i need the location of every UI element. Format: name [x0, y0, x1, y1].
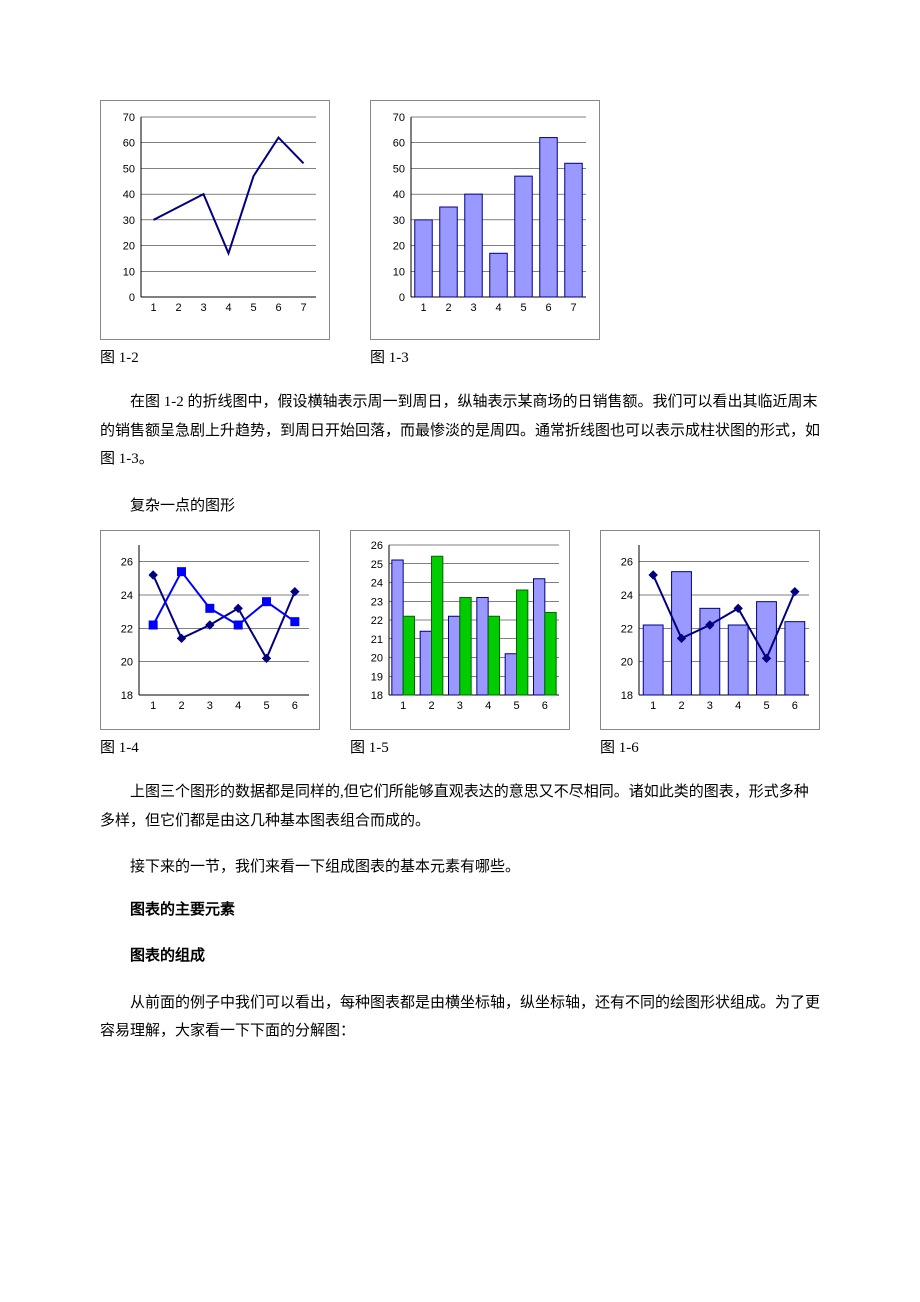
svg-text:6: 6	[275, 302, 281, 314]
svg-text:22: 22	[371, 615, 383, 627]
svg-text:24: 24	[121, 590, 133, 602]
chart-1-4-box: 18 20 22 24 26 1 2 3 4 5 6 图 1-4	[100, 530, 320, 760]
chart-1-5-frame: 181920212223242526123456	[350, 530, 570, 730]
svg-text:20: 20	[393, 241, 405, 253]
svg-text:2: 2	[178, 700, 184, 712]
svg-text:4: 4	[225, 302, 231, 314]
svg-text:3: 3	[207, 700, 213, 712]
svg-text:7: 7	[300, 302, 306, 314]
svg-text:21: 21	[371, 634, 383, 646]
chart-1-5-box: 181920212223242526123456 图 1-5	[350, 530, 570, 760]
chart-1-6-box: 18 20 22 24 26 1 2 3 4 5 6 图 1-6	[600, 530, 820, 760]
svg-text:4: 4	[235, 700, 241, 712]
paragraph-5: 从前面的例子中我们可以看出，每种图表都是由横坐标轴，纵坐标轴，还有不同的绘图形状…	[100, 989, 820, 1046]
svg-text:3: 3	[470, 302, 476, 314]
svg-text:5: 5	[763, 700, 769, 712]
svg-text:4: 4	[495, 302, 501, 314]
svg-text:10: 10	[123, 266, 135, 278]
svg-text:20: 20	[121, 657, 133, 669]
caption-1-5: 图 1-5	[350, 736, 570, 760]
svg-text:40: 40	[393, 189, 405, 201]
svg-text:5: 5	[513, 700, 519, 712]
svg-text:20: 20	[621, 657, 633, 669]
svg-text:60: 60	[123, 138, 135, 150]
svg-text:70: 70	[123, 112, 135, 124]
svg-text:5: 5	[263, 700, 269, 712]
svg-text:22: 22	[121, 623, 133, 635]
svg-text:19: 19	[371, 671, 383, 683]
svg-text:2: 2	[445, 302, 451, 314]
svg-text:1: 1	[150, 302, 156, 314]
heading-2: 图表的组成	[100, 942, 820, 971]
svg-text:40: 40	[123, 189, 135, 201]
svg-text:6: 6	[542, 700, 548, 712]
svg-text:70: 70	[393, 112, 405, 124]
svg-text:6: 6	[545, 302, 551, 314]
svg-text:6: 6	[792, 700, 798, 712]
svg-text:10: 10	[393, 266, 405, 278]
document-page: 0102030405060701234567 图 1-2 01020304050…	[0, 0, 920, 1302]
chart-1-3-box: 0 10 20 30 40 50 60 70 1 2 3 4 5 6 7 图 1-3	[370, 100, 600, 370]
caption-1-6: 图 1-6	[600, 736, 820, 760]
svg-text:24: 24	[621, 590, 633, 602]
svg-text:2: 2	[678, 700, 684, 712]
svg-text:1: 1	[420, 302, 426, 314]
caption-1-2: 图 1-2	[100, 346, 330, 370]
charts-row-top: 0102030405060701234567 图 1-2 01020304050…	[100, 100, 820, 370]
svg-text:18: 18	[121, 690, 133, 702]
charts-row-bottom: 1820222426123456 图 1-4 18192021222324252…	[100, 530, 820, 760]
heading-1: 图表的主要元素	[100, 896, 820, 925]
paragraph-1: 在图 1-2 的折线图中，假设横轴表示周一到周日，纵轴表示某商场的日销售额。我们…	[100, 388, 820, 474]
svg-text:23: 23	[371, 596, 383, 608]
svg-text:60: 60	[393, 138, 405, 150]
svg-text:3: 3	[707, 700, 713, 712]
svg-text:2: 2	[428, 700, 434, 712]
paragraph-3: 上图三个图形的数据都是同样的,但它们所能够直观表达的意思又不尽相同。诸如此类的图…	[100, 778, 820, 835]
chart-1-2-box: 0 10 20 30 40 50 60 70 1 2 3 4 5 6 7 图 1-2	[100, 100, 330, 370]
chart-1-4-frame: 18 20 22 24 26 1 2 3 4 5 6	[100, 530, 320, 730]
svg-text:30: 30	[393, 215, 405, 227]
chart-1-6-frame: 18 20 22 24 26 1 2 3 4 5 6	[600, 530, 820, 730]
chart-1-3-frame: 0 10 20 30 40 50 60 70 1 2 3 4 5 6 7	[370, 100, 600, 340]
svg-text:26: 26	[371, 540, 383, 552]
svg-text:50: 50	[123, 163, 135, 175]
svg-text:20: 20	[371, 653, 383, 665]
svg-text:18: 18	[371, 690, 383, 702]
chart-1-2-frame: 0 10 20 30 40 50 60 70 1 2 3 4 5 6 7	[100, 100, 330, 340]
svg-text:1: 1	[650, 700, 656, 712]
svg-text:3: 3	[200, 302, 206, 314]
svg-text:1: 1	[150, 700, 156, 712]
svg-text:30: 30	[123, 215, 135, 227]
svg-text:50: 50	[393, 163, 405, 175]
svg-text:1: 1	[400, 700, 406, 712]
svg-text:0: 0	[399, 292, 405, 304]
caption-1-4: 图 1-4	[100, 736, 320, 760]
svg-text:26: 26	[121, 557, 133, 569]
svg-text:4: 4	[485, 700, 491, 712]
svg-text:5: 5	[250, 302, 256, 314]
svg-text:5: 5	[520, 302, 526, 314]
svg-text:25: 25	[371, 559, 383, 571]
paragraph-4: 接下来的一节，我们来看一下组成图表的基本元素有哪些。	[100, 853, 820, 882]
svg-text:18: 18	[621, 690, 633, 702]
caption-1-3: 图 1-3	[370, 346, 600, 370]
svg-text:3: 3	[457, 700, 463, 712]
svg-text:24: 24	[371, 578, 383, 590]
svg-text:7: 7	[570, 302, 576, 314]
svg-text:22: 22	[621, 623, 633, 635]
svg-text:20: 20	[123, 241, 135, 253]
paragraph-2: 复杂一点的图形	[100, 492, 820, 521]
svg-text:0: 0	[129, 292, 135, 304]
svg-text:6: 6	[292, 700, 298, 712]
svg-text:26: 26	[621, 557, 633, 569]
svg-text:4: 4	[735, 700, 741, 712]
svg-text:2: 2	[175, 302, 181, 314]
